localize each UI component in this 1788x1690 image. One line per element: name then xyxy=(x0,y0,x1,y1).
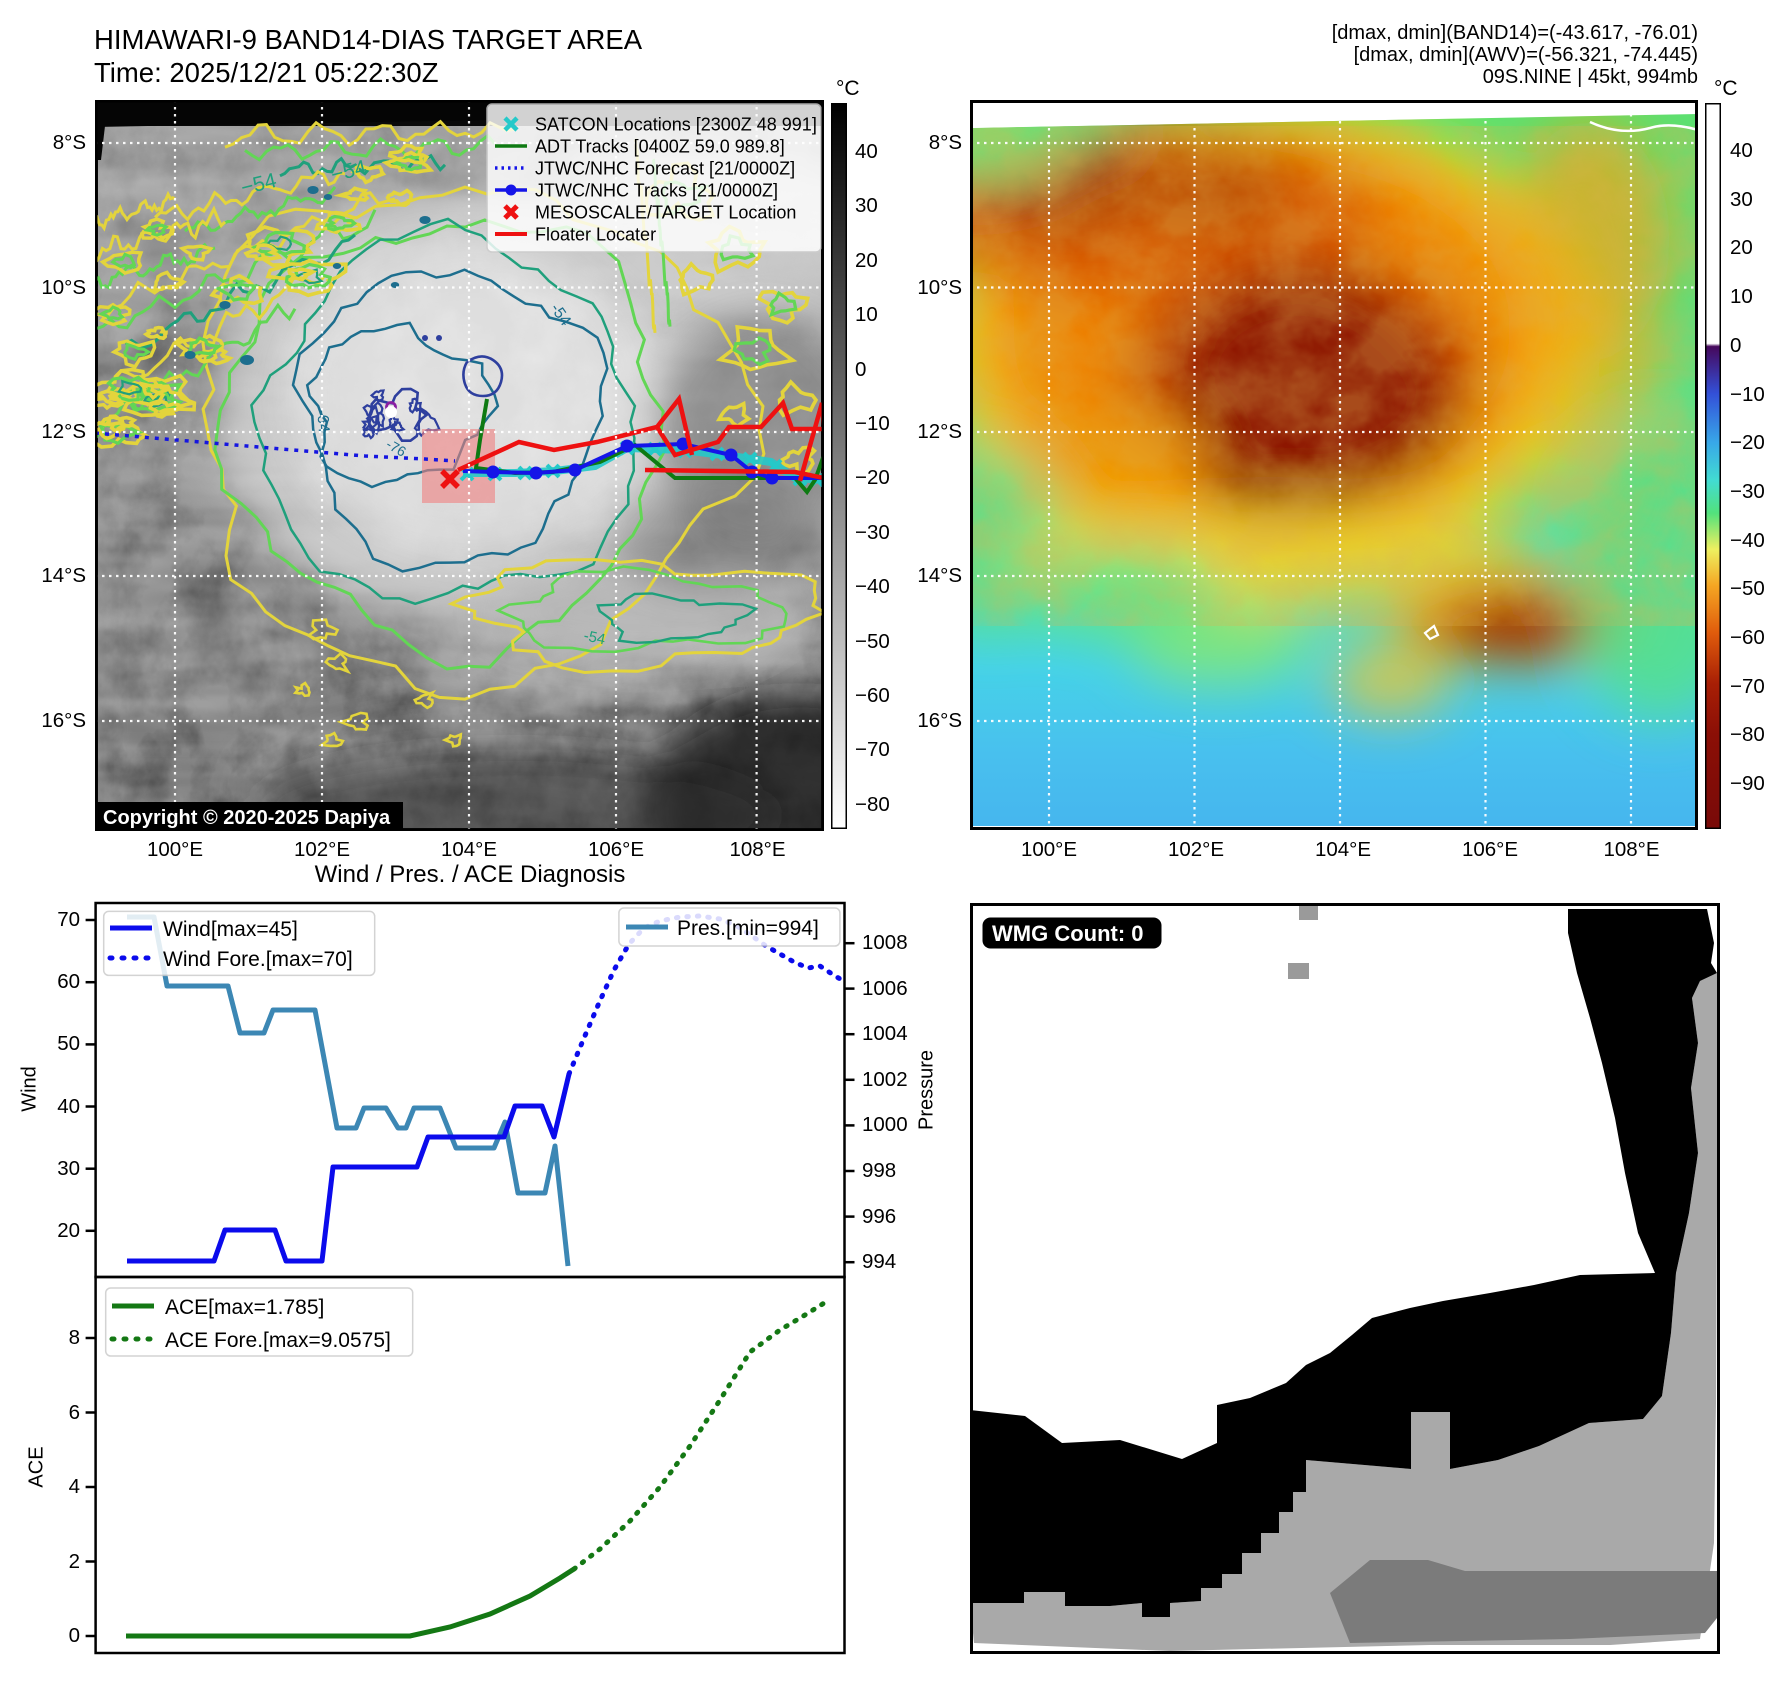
svg-text:Wind[max=45]: Wind[max=45] xyxy=(163,918,298,941)
svg-text:-54: -54 xyxy=(582,627,607,648)
svg-text:Pres.[min=994]: Pres.[min=994] xyxy=(677,917,819,940)
svg-text:JTWC/NHC Forecast [21/0000Z]: JTWC/NHC Forecast [21/0000Z] xyxy=(535,159,795,179)
svg-text:-64: -64 xyxy=(313,409,332,434)
svg-text:Copyright © 2020-2025 Dapiya: Copyright © 2020-2025 Dapiya xyxy=(103,807,391,829)
svg-text:ACE[max=1.785]: ACE[max=1.785] xyxy=(165,1296,324,1319)
svg-text:WMG Count: 0: WMG Count: 0 xyxy=(992,921,1144,946)
svg-text:ADT Tracks [0400Z 59.0 989.8]: ADT Tracks [0400Z 59.0 989.8] xyxy=(535,137,785,157)
svg-text:MESOSCALE/TARGET Location: MESOSCALE/TARGET Location xyxy=(535,203,796,223)
svg-text:JTWC/NHC Tracks [21/0000Z]: JTWC/NHC Tracks [21/0000Z] xyxy=(535,181,778,201)
svg-text:Wind Fore.[max=70]: Wind Fore.[max=70] xyxy=(163,948,353,971)
svg-text:SATCON Locations [2300Z 48 991: SATCON Locations [2300Z 48 991] xyxy=(535,115,817,135)
svg-text:Floater Locater: Floater Locater xyxy=(535,225,656,245)
svg-text:ACE Fore.[max=9.0575]: ACE Fore.[max=9.0575] xyxy=(165,1329,391,1352)
